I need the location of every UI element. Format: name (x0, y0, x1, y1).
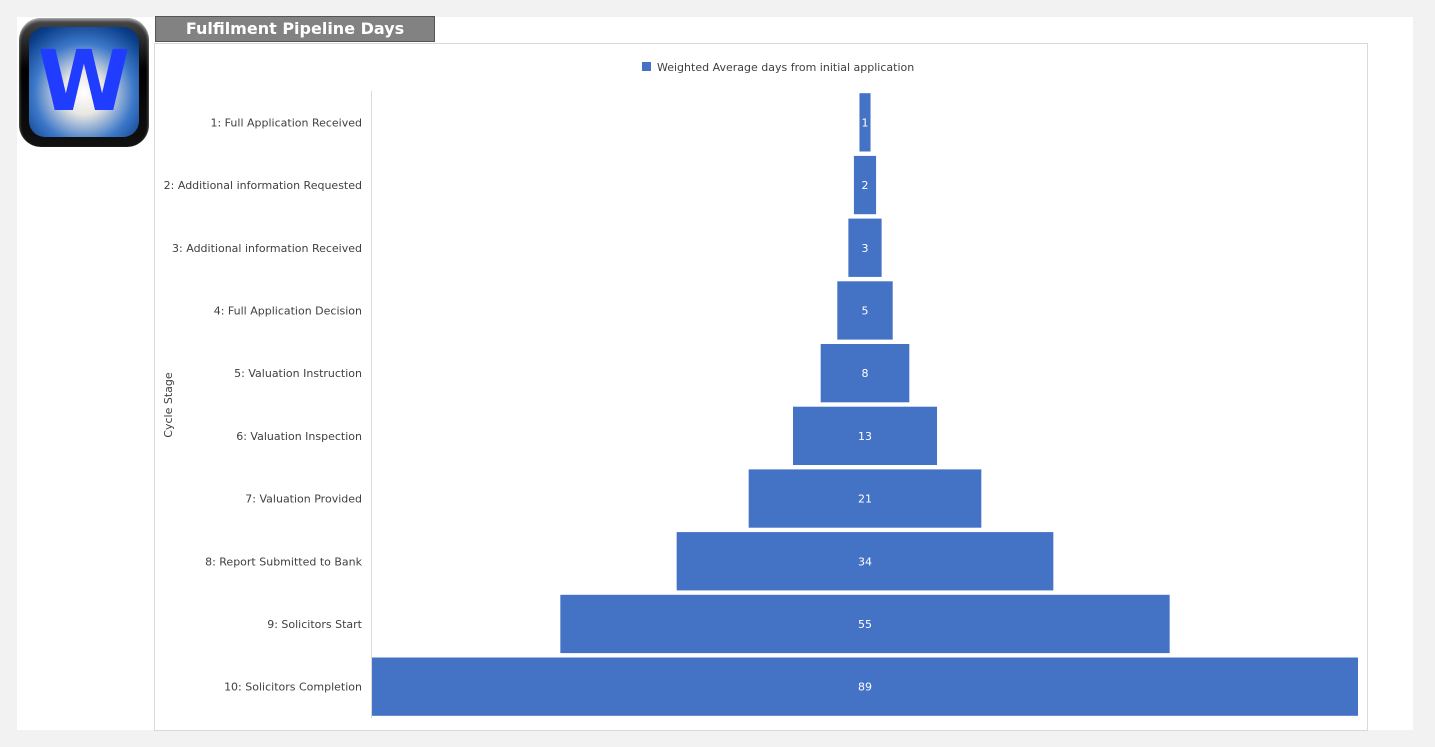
data-label: 89 (858, 681, 872, 694)
y-axis-title: Cycle Stage (162, 372, 175, 438)
data-label: 13 (858, 430, 872, 443)
data-label: 2 (862, 179, 869, 192)
category-tick-label: 6: Valuation Inspection (236, 430, 362, 443)
data-label: 21 (858, 493, 872, 506)
page-title: Fulfilment Pipeline Days (185, 19, 405, 38)
funnel-bar[interactable] (560, 594, 1170, 654)
logo-letter: W (37, 32, 131, 130)
data-label: 5 (862, 304, 869, 317)
app-logo: W (19, 18, 149, 147)
funnel-bar[interactable] (848, 218, 882, 277)
category-tick-label: 9: Solicitors Start (267, 618, 362, 631)
funnel-bar[interactable] (792, 406, 938, 466)
logo-badge: W (29, 27, 139, 137)
legend-swatch (642, 62, 651, 71)
category-tick-label: 1: Full Application Received (210, 116, 362, 129)
bars-group: 1 1: Full Application Received 2 2: Additio… (164, 93, 1358, 716)
funnel-bar[interactable] (820, 343, 910, 403)
page-title-box: Fulfilment Pipeline Days (155, 16, 435, 42)
category-tick-label: 8: Report Submitted to Bank (205, 555, 363, 568)
data-label: 34 (858, 555, 872, 568)
data-label: 3 (862, 242, 869, 255)
data-label: 1 (862, 116, 869, 129)
funnel-bar[interactable] (859, 93, 871, 152)
data-label: 8 (862, 367, 869, 380)
category-tick-label: 7: Valuation Provided (245, 493, 362, 506)
category-tick-label: 10: Solicitors Completion (224, 681, 362, 694)
chart-legend: Weighted Average days from initial appli… (642, 61, 914, 74)
funnel-bar[interactable] (676, 532, 1054, 591)
category-tick-label: 2: Additional information Requested (164, 179, 362, 192)
funnel-bar[interactable] (748, 469, 982, 528)
category-tick-label: 4: Full Application Decision (214, 304, 362, 317)
category-tick-label: 5: Valuation Instruction (234, 367, 362, 380)
data-label: 55 (858, 618, 872, 631)
funnel-bar[interactable] (853, 155, 877, 215)
funnel-bar[interactable] (372, 657, 1358, 716)
legend-label: Weighted Average days from initial appli… (657, 61, 914, 74)
funnel-bar[interactable] (837, 281, 893, 340)
category-tick-label: 3: Additional information Received (172, 242, 362, 255)
